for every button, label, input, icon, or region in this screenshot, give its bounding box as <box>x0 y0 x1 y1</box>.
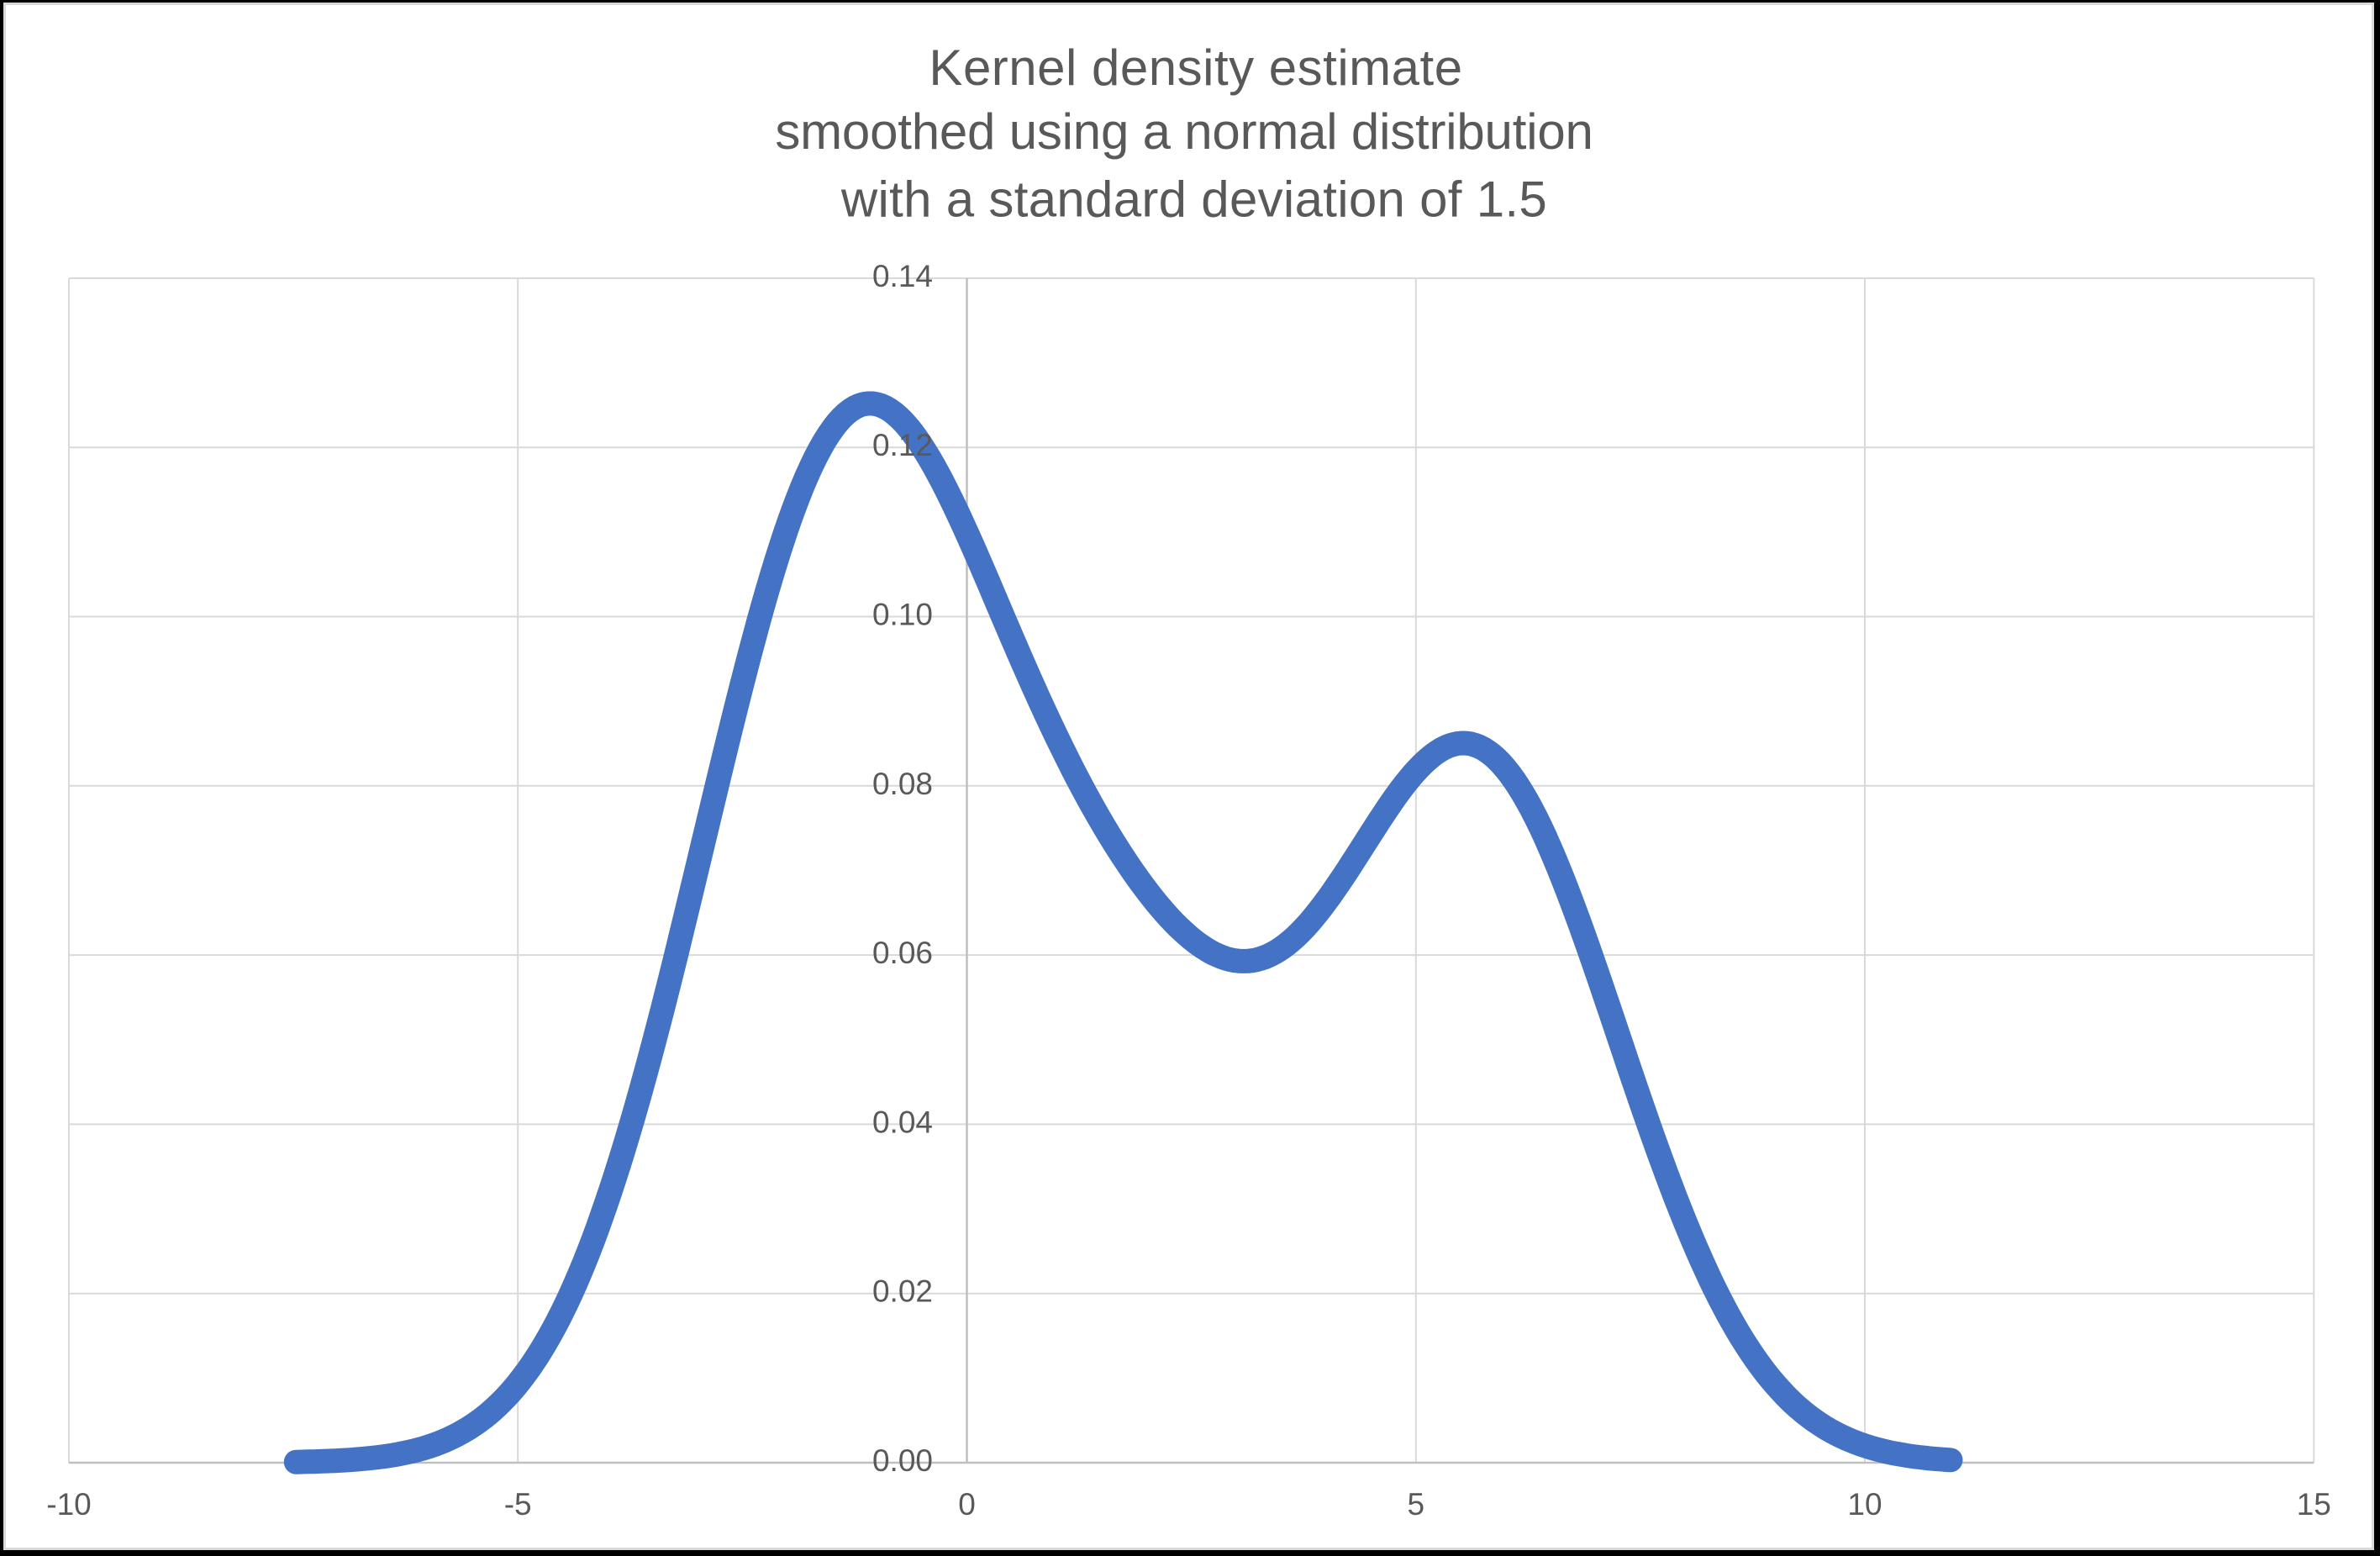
svg-text:0.06: 0.06 <box>872 936 933 970</box>
svg-text:-10: -10 <box>46 1487 91 1522</box>
svg-text:10: 10 <box>1847 1487 1882 1522</box>
svg-text:0.14: 0.14 <box>872 259 933 293</box>
svg-text:0.08: 0.08 <box>872 767 933 801</box>
svg-text:0.12: 0.12 <box>872 428 933 462</box>
svg-text:0: 0 <box>958 1487 976 1522</box>
svg-text:0.00: 0.00 <box>872 1443 933 1478</box>
svg-text:5: 5 <box>1408 1487 1425 1522</box>
svg-text:smoothed using a normal distri: smoothed using a normal distribution <box>775 103 1593 160</box>
svg-text:15: 15 <box>2297 1487 2331 1522</box>
svg-text:with a standard deviation of 1: with a standard deviation of 1.5 <box>840 171 1547 228</box>
svg-text:0.02: 0.02 <box>872 1274 933 1309</box>
svg-text:-5: -5 <box>504 1487 532 1522</box>
svg-text:0.04: 0.04 <box>872 1105 933 1139</box>
svg-text:Kernel density estimate: Kernel density estimate <box>929 40 1462 96</box>
svg-text:0.10: 0.10 <box>872 598 933 632</box>
